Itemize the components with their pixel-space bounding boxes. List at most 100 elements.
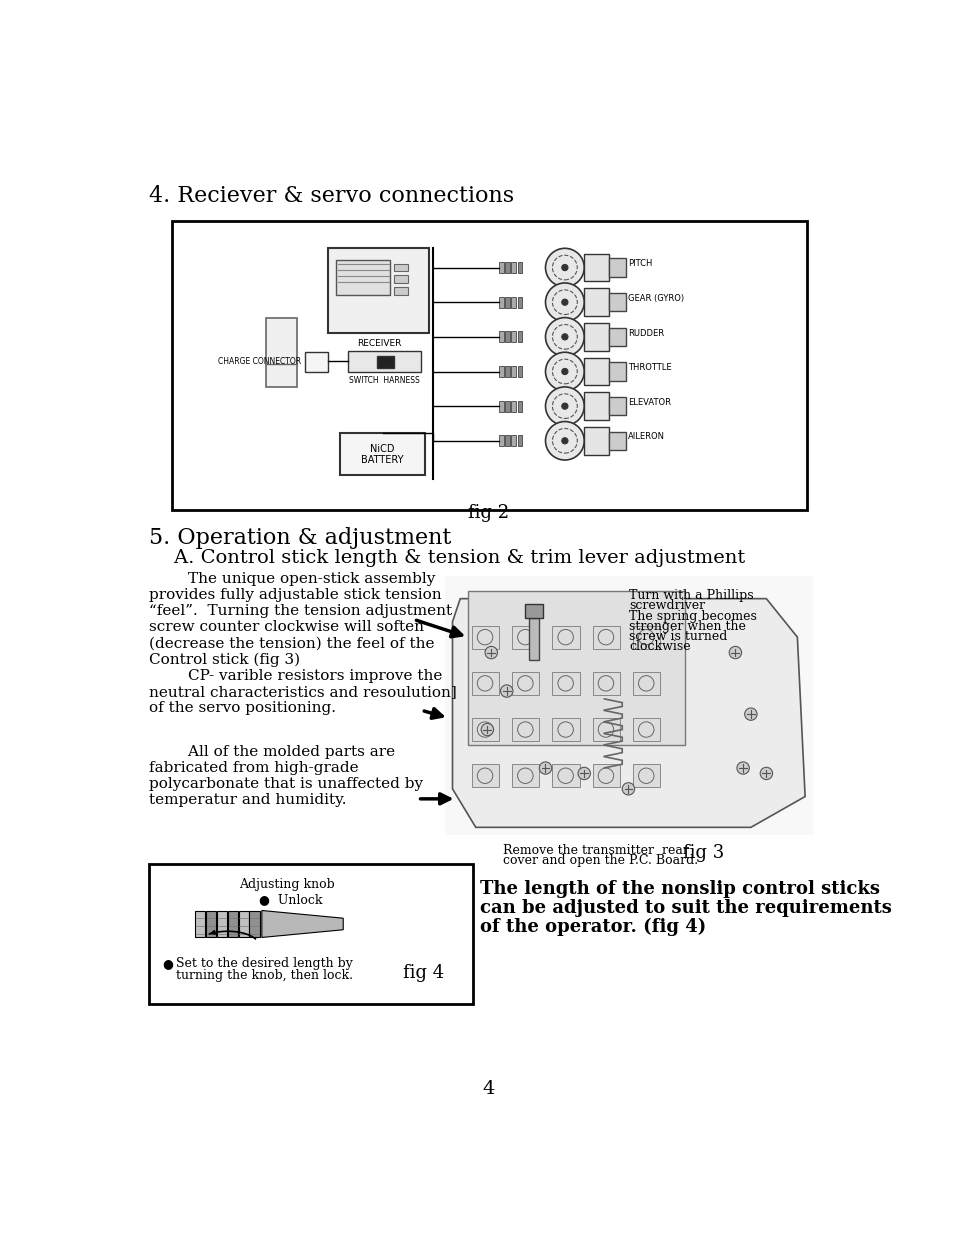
Text: can be adjusted to suit the requirements: can be adjusted to suit the requirements	[479, 899, 890, 916]
Bar	[592, 672, 619, 695]
Bar	[472, 626, 498, 648]
Text: polycarbonate that is unaffected by: polycarbonate that is unaffected by	[149, 777, 422, 792]
Circle shape	[728, 646, 740, 658]
Text: ELEVATOR: ELEVATOR	[628, 398, 671, 406]
Text: Turn with a Phillips: Turn with a Phillips	[629, 589, 753, 601]
Text: GEAR (GYRO): GEAR (GYRO)	[628, 294, 684, 303]
Text: NiCD: NiCD	[370, 443, 395, 453]
Bar	[472, 672, 498, 695]
Bar	[195, 910, 205, 937]
Bar	[512, 626, 538, 648]
Circle shape	[480, 724, 493, 736]
Bar	[305, 352, 328, 372]
Bar	[228, 910, 237, 937]
Bar	[266, 317, 297, 387]
Bar	[608, 396, 625, 415]
Text: (decrease the tension) the feel of the: (decrease the tension) the feel of the	[149, 636, 434, 651]
Bar	[608, 431, 625, 450]
Text: fig 2: fig 2	[468, 504, 509, 522]
Bar	[583, 358, 608, 385]
Text: RECEIVER: RECEIVER	[356, 340, 400, 348]
Bar	[348, 351, 421, 372]
Circle shape	[561, 264, 567, 270]
Text: CP- varible resistors improve the: CP- varible resistors improve the	[149, 668, 441, 683]
Bar	[498, 262, 503, 273]
Bar	[511, 401, 516, 411]
Bar	[511, 366, 516, 377]
Circle shape	[545, 317, 583, 356]
Text: fabricated from high-grade: fabricated from high-grade	[149, 761, 358, 776]
Text: A. Control stick length & tension & trim lever adjustment: A. Control stick length & tension & trim…	[149, 548, 744, 567]
Bar	[505, 366, 509, 377]
Bar	[505, 262, 509, 273]
Text: temperatur and humidity.: temperatur and humidity.	[149, 793, 346, 808]
Circle shape	[545, 421, 583, 461]
Polygon shape	[261, 910, 343, 937]
Bar	[552, 672, 579, 695]
Text: RUDDER: RUDDER	[628, 329, 664, 337]
Bar	[608, 327, 625, 346]
Text: cover and open the P.C. Board.: cover and open the P.C. Board.	[502, 855, 698, 867]
Circle shape	[500, 685, 513, 698]
Text: stronger when the: stronger when the	[629, 620, 745, 634]
Text: Control stick (fig 3): Control stick (fig 3)	[149, 652, 299, 667]
Text: 4. Reciever & servo connections: 4. Reciever & servo connections	[149, 185, 514, 207]
Circle shape	[538, 762, 551, 774]
Circle shape	[744, 708, 757, 720]
Bar	[512, 764, 538, 787]
Bar	[633, 672, 659, 695]
Bar	[592, 626, 619, 648]
Text: turning the knob, then lock.: turning the knob, then lock.	[175, 969, 353, 982]
Text: 4: 4	[482, 1079, 495, 1098]
Bar	[592, 764, 619, 787]
Text: of the servo positioning.: of the servo positioning.	[149, 701, 335, 715]
Bar	[552, 718, 579, 741]
Bar	[633, 764, 659, 787]
Text: 5. Operation & adjustment: 5. Operation & adjustment	[149, 527, 451, 550]
Text: neutral characteristics and resoulution]: neutral characteristics and resoulution]	[149, 685, 456, 699]
Text: fig 4: fig 4	[402, 965, 443, 982]
Bar	[608, 293, 625, 311]
Bar	[149, 864, 472, 1004]
Bar	[498, 331, 503, 342]
Bar	[335, 259, 390, 294]
Bar	[505, 331, 509, 342]
Bar	[511, 436, 516, 446]
Bar	[517, 331, 521, 342]
Bar	[524, 604, 542, 618]
Text: screw is turned: screw is turned	[629, 630, 727, 643]
Bar	[206, 910, 216, 937]
Text: Adjusting knob: Adjusting knob	[239, 878, 335, 892]
Bar	[608, 258, 625, 277]
Bar	[583, 288, 608, 316]
Text: Set to the desired length by: Set to the desired length by	[175, 957, 353, 969]
Bar	[583, 393, 608, 420]
Bar	[444, 576, 812, 835]
Bar	[552, 626, 579, 648]
Text: SWITCH  HARNESS: SWITCH HARNESS	[349, 377, 419, 385]
Text: screwdriver: screwdriver	[629, 599, 704, 611]
Circle shape	[545, 352, 583, 390]
Bar	[394, 275, 408, 283]
Text: fig 3: fig 3	[682, 844, 724, 862]
Circle shape	[561, 299, 567, 305]
Text: BATTERY: BATTERY	[361, 454, 403, 466]
Text: THROTTLE: THROTTLE	[628, 363, 671, 372]
Circle shape	[484, 646, 497, 658]
Circle shape	[578, 767, 590, 779]
Bar	[472, 764, 498, 787]
Circle shape	[561, 368, 567, 374]
Circle shape	[545, 283, 583, 321]
Text: The unique open-stick assembly: The unique open-stick assembly	[149, 572, 435, 585]
Bar	[517, 296, 521, 308]
Circle shape	[736, 762, 748, 774]
Bar	[633, 626, 659, 648]
Bar	[472, 718, 498, 741]
Bar	[498, 296, 503, 308]
Circle shape	[621, 783, 634, 795]
Bar	[505, 401, 509, 411]
Bar	[583, 253, 608, 282]
Text: of the operator. (fig 4): of the operator. (fig 4)	[479, 918, 705, 936]
Polygon shape	[452, 599, 804, 827]
Text: AILERON: AILERON	[628, 432, 665, 441]
